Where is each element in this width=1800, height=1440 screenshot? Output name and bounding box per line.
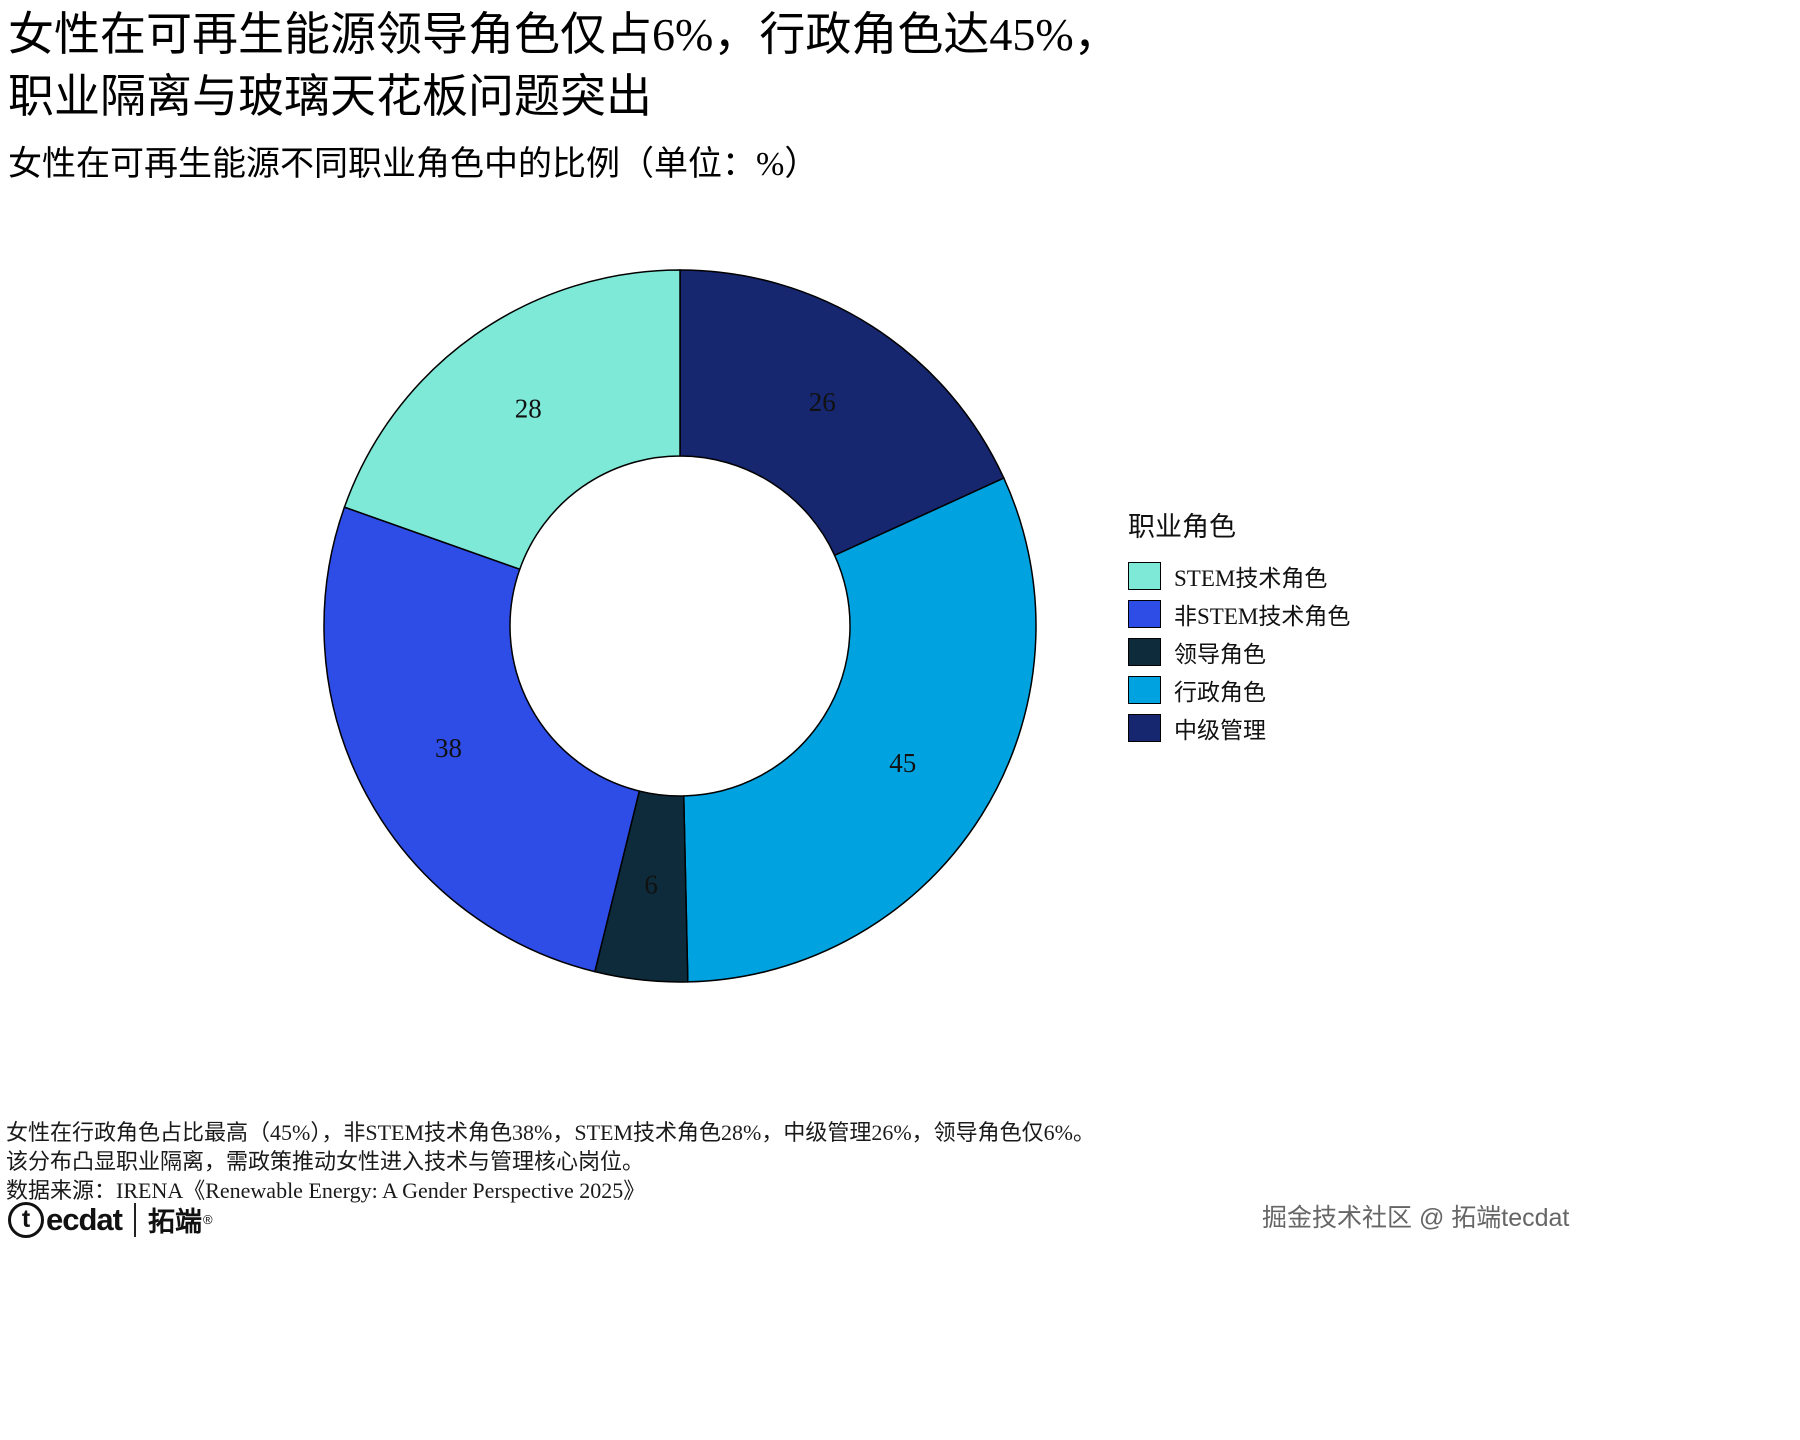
page-title: 女性在可再生能源领导角色仅占6%，行政角色达45%， 职业隔离与玻璃天花板问题突… (8, 4, 1120, 128)
segment-value-label: 45 (889, 748, 916, 778)
tecdat-logo: t ecdat 拓端 ® (8, 1200, 213, 1239)
footnotes: 女性在行政角色占比最高（45%），非STEM技术角色38%，STEM技术角色28… (6, 1118, 1095, 1205)
footnote-insight: 该分布凸显职业隔离，需政策推动女性进入技术与管理核心岗位。 (6, 1149, 645, 1174)
title-line-1: 女性在可再生能源领导角色仅占6%，行政角色达45%， (8, 9, 1120, 60)
donut-segment (682, 477, 1037, 983)
chart-subtitle: 女性在可再生能源不同职业角色中的比例（单位：%） (8, 146, 819, 183)
footnote-source: 数据来源：IRENA《Renewable Energy: A Gender Pe… (6, 1178, 646, 1203)
legend-title: 职业角色 (1128, 512, 1236, 542)
legend-swatch (1128, 600, 1161, 628)
logo-circle-t: t (8, 1201, 44, 1238)
segment-value-label: 28 (515, 393, 542, 423)
legend-label: 领导角色 (1174, 642, 1266, 667)
donut-segment (679, 269, 1005, 557)
legend-item: 非STEM技术角色 (1128, 600, 1351, 629)
registered-mark-icon: ® (202, 1212, 213, 1227)
legend-swatch (1128, 714, 1161, 742)
logo-divider (133, 1202, 136, 1237)
donut-segment (343, 269, 681, 571)
legend-label: 中级管理 (1174, 718, 1266, 743)
title-line-2: 职业隔离与玻璃天花板问题突出 (8, 71, 652, 122)
legend-items: STEM技术角色 非STEM技术角色 领导角色行政角色中级管理 (1128, 562, 1351, 743)
legend-swatch (1128, 638, 1161, 666)
legend-item: 行政角色 (1128, 676, 1350, 705)
donut-chart: 26 45 6 38 28 (323, 269, 1037, 983)
logo-wordmark: ecdat (46, 1201, 123, 1237)
legend-item: 中级管理 (1128, 714, 1350, 743)
segment-value-label: 6 (644, 870, 658, 900)
donut-segment (323, 506, 641, 973)
footnote-summary: 女性在行政角色占比最高（45%），非STEM技术角色38%，STEM技术角色28… (6, 1120, 1095, 1145)
segment-value-label: 26 (809, 387, 836, 417)
legend-label: 非STEM技术角色 (1174, 604, 1351, 629)
legend-item: 领导角色 (1128, 638, 1350, 667)
logo-chinese-name: 拓端 (147, 1207, 202, 1237)
legend: 职业角色 STEM技术角色 非STEM技术角色 领导角色行政角色中级管理 (1128, 505, 1350, 752)
legend-label: STEM技术角色 (1174, 566, 1328, 591)
legend-swatch (1128, 562, 1161, 590)
legend-item: STEM技术角色 (1128, 562, 1350, 591)
legend-label: 行政角色 (1174, 680, 1266, 705)
segment-value-label: 38 (435, 733, 462, 763)
watermark: 掘金技术社区 @ 拓端tecdat (1262, 1204, 1570, 1232)
legend-swatch (1128, 676, 1161, 704)
